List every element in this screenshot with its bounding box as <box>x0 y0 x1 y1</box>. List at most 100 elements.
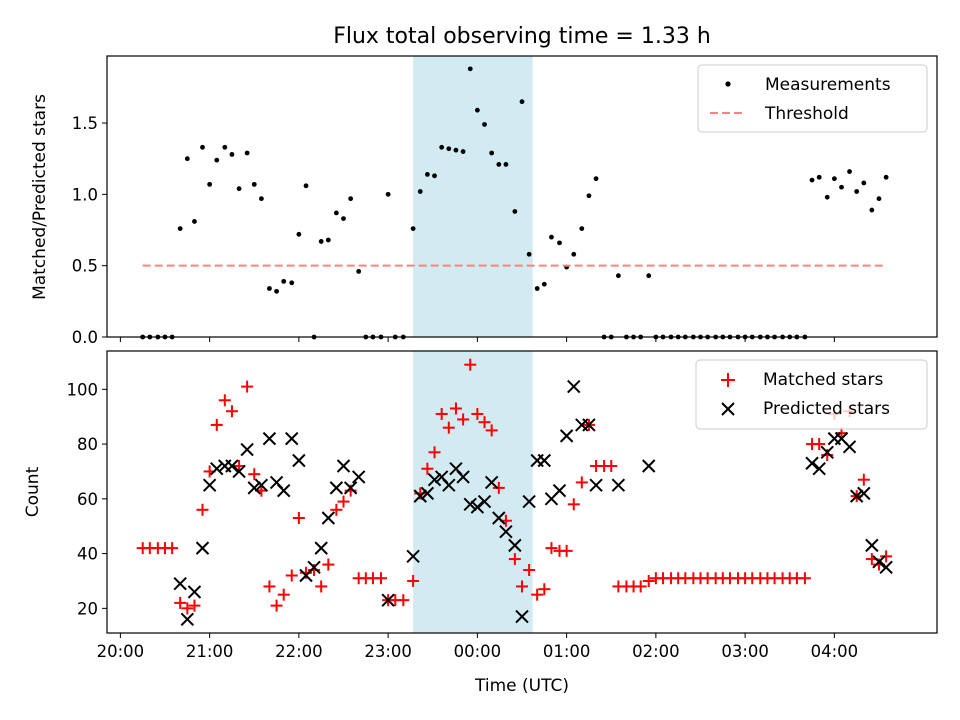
measurement-point <box>177 226 183 231</box>
predicted-point <box>879 560 893 574</box>
predicted-point <box>210 462 224 476</box>
x-tick-label: 04:00 <box>811 642 859 661</box>
predicted-point <box>202 478 217 492</box>
measurement-point <box>557 240 562 246</box>
legend-threshold: Threshold <box>764 104 849 124</box>
predicted-point <box>522 494 536 509</box>
matched-point <box>300 566 313 579</box>
measurement-point <box>333 210 339 216</box>
predicted-point <box>865 538 879 553</box>
measurement-point <box>571 251 577 257</box>
bottom-panel: 20:00 21:00 22:00 23:00 00:00 01:00 02:00 03:00… <box>23 350 938 696</box>
measurement-point <box>184 156 190 162</box>
measurement-point <box>496 162 502 167</box>
measurement-point <box>646 273 652 279</box>
matched-point <box>292 512 305 525</box>
measurement-point <box>385 191 391 197</box>
matched-point <box>642 574 655 587</box>
predicted-point <box>849 489 864 503</box>
measurement-point <box>824 194 830 200</box>
top-legend-box <box>697 64 928 133</box>
matched-point <box>174 596 187 609</box>
predicted-point <box>820 445 834 460</box>
measurement-point <box>512 209 518 214</box>
predicted-point <box>420 486 435 501</box>
top-y-ticks: 0.0 0.5 1.0 1.5 <box>72 114 107 347</box>
predicted-point <box>285 431 299 446</box>
measurement-point <box>192 219 197 224</box>
measurement-point <box>482 122 487 127</box>
measurement-point <box>503 162 509 167</box>
top-panel: 0.0 0.5 1.0 1.5 Matched/Predicted stars Mea… <box>30 55 938 347</box>
top-x-ticks <box>119 337 835 342</box>
measurement-point <box>244 150 250 156</box>
matched-point <box>545 542 558 555</box>
measurement-point <box>549 234 554 240</box>
measurement-point <box>229 152 235 157</box>
measurement-point <box>816 174 822 180</box>
matched-point <box>813 438 826 451</box>
matched-point <box>435 407 448 420</box>
measurement-point <box>251 181 257 187</box>
matched-point <box>880 550 893 563</box>
predicted-point <box>872 555 886 569</box>
predicted-point <box>559 429 574 443</box>
measurement-point <box>200 144 205 150</box>
measurement-point <box>356 268 362 274</box>
matched-point <box>634 580 647 593</box>
measurement-point <box>303 183 309 189</box>
matched-point <box>442 421 455 434</box>
matched-point <box>464 358 477 371</box>
measurement-point <box>460 149 466 154</box>
measurement-point <box>318 239 324 244</box>
predicted-point <box>406 549 420 564</box>
matched-point <box>567 498 580 511</box>
measurement-point <box>410 226 416 231</box>
measurement-point <box>615 273 621 279</box>
predicted-point <box>343 481 358 495</box>
x-tick-label: 22:00 <box>275 642 323 661</box>
measurement-point <box>809 177 815 183</box>
y-tick-label: 80 <box>77 435 98 454</box>
predicted-point <box>515 609 529 624</box>
predicted-point <box>336 459 351 473</box>
predicted-point <box>611 478 626 492</box>
matched-point <box>210 418 223 431</box>
x-tick-label: 02:00 <box>632 642 680 661</box>
x-tick-label: 23:00 <box>364 642 412 661</box>
x-axis-label: Time (UTC) <box>474 676 569 696</box>
measurement-point <box>446 146 452 152</box>
top-highlight-span <box>413 56 533 337</box>
matched-point <box>821 449 834 462</box>
predicted-point <box>413 489 427 503</box>
matched-point <box>421 462 434 475</box>
matched-point <box>166 542 179 555</box>
matched-point <box>344 484 357 497</box>
predicted-point <box>508 538 522 553</box>
predicted-point <box>427 472 442 487</box>
measurement-point <box>586 193 592 199</box>
legend-measurements: Measurements <box>765 75 891 95</box>
legend-predicted-stars: Predicted stars <box>763 399 890 419</box>
bottom-highlight-span <box>413 351 533 633</box>
top-axes-frame <box>106 55 938 338</box>
top-legend: Measurements Threshold <box>697 64 928 133</box>
matched-point <box>407 574 420 587</box>
measurement-point <box>579 226 585 231</box>
bottom-axes-frame <box>106 350 938 634</box>
matched-point <box>285 569 298 582</box>
matched-legend-marker <box>721 373 735 387</box>
matched-point <box>492 481 505 494</box>
predicted-point <box>477 494 492 509</box>
measurement-point <box>289 280 295 286</box>
top-y-axis-label: Matched/Predicted stars <box>30 94 50 300</box>
measurement-point <box>869 207 875 213</box>
predicted-point <box>225 459 239 473</box>
predicted-point <box>173 577 187 591</box>
matched-point <box>560 544 573 557</box>
measurement-point <box>417 189 423 194</box>
predicted-point <box>857 486 871 501</box>
predicted-point <box>582 418 596 432</box>
predicted-point <box>492 511 506 525</box>
